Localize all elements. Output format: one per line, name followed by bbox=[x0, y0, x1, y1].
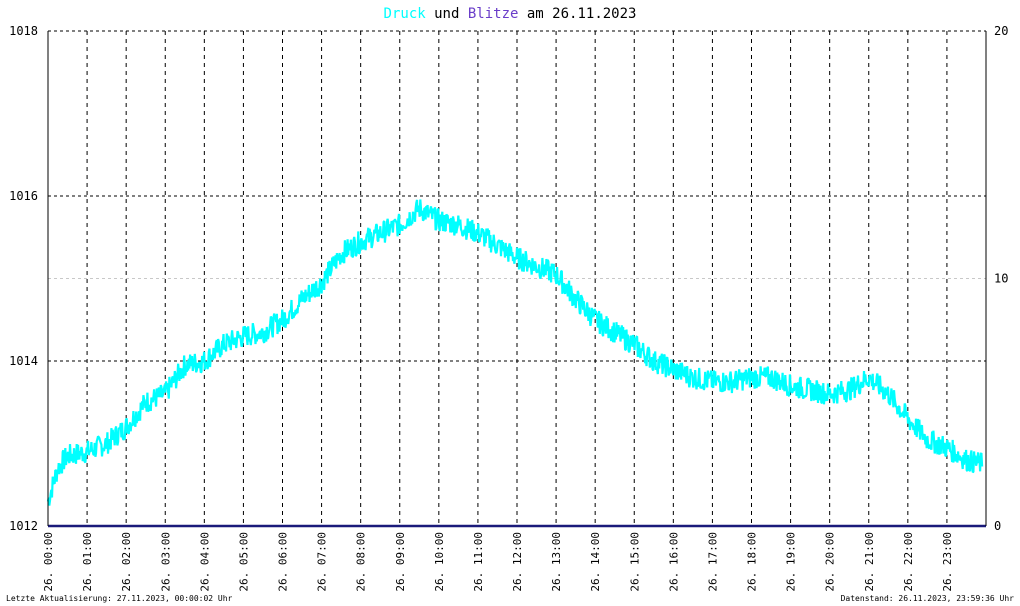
y-left-tick-label: 1012 bbox=[9, 519, 38, 533]
x-tick-label: 26. 10:00 bbox=[433, 532, 446, 592]
x-tick-label: 26. 14:00 bbox=[589, 532, 602, 592]
x-tick-label: 26. 08:00 bbox=[355, 532, 368, 592]
x-tick-label: 26. 00:00 bbox=[42, 532, 55, 592]
x-tick-label: 26. 01:00 bbox=[81, 532, 94, 592]
y-left-tick-label: 1018 bbox=[9, 24, 38, 38]
series-druck-line bbox=[46, 199, 984, 506]
x-tick-label: 26. 21:00 bbox=[863, 532, 876, 592]
y-left-tick-label: 1016 bbox=[9, 189, 38, 203]
x-tick-label: 26. 12:00 bbox=[511, 532, 524, 592]
x-tick-label: 26. 15:00 bbox=[628, 532, 641, 592]
x-tick-label: 26. 04:00 bbox=[198, 532, 211, 592]
tick-labels: 1012 1014 1016 1018 0 10 20 26. 00:00 26. 01:00 2… bbox=[9, 24, 1008, 592]
x-tick-label: 26. 11:00 bbox=[472, 532, 485, 592]
title-series-druck: Druck bbox=[384, 6, 427, 22]
y-right-tick-label: 10 bbox=[994, 272, 1008, 286]
footer-last-update: Letzte Aktualisierung: 27.11.2023, 00:00… bbox=[6, 594, 233, 603]
series-layer bbox=[46, 199, 986, 528]
x-tick-label: 26. 16:00 bbox=[667, 532, 680, 592]
title-series-blitze: Blitze bbox=[468, 6, 519, 22]
x-tick-label: 26. 20:00 bbox=[824, 532, 837, 592]
y-left-tick-label: 1014 bbox=[9, 354, 38, 368]
x-tick-label: 26. 07:00 bbox=[316, 532, 329, 592]
title-connector-und: und bbox=[434, 6, 459, 22]
x-tick-label: 26. 17:00 bbox=[706, 532, 719, 592]
axes bbox=[47, 31, 987, 526]
y-right-tick-label: 0 bbox=[994, 519, 1001, 533]
title-date: 26.11.2023 bbox=[552, 6, 636, 22]
x-tick-label: 26. 23:00 bbox=[941, 532, 954, 592]
x-tick-label: 26. 19:00 bbox=[785, 532, 798, 592]
grid-lines bbox=[48, 30, 986, 526]
x-tick-label: 26. 22:00 bbox=[902, 532, 915, 592]
x-tick-label: 26. 05:00 bbox=[237, 532, 250, 592]
x-tick-label: 26. 06:00 bbox=[277, 532, 290, 592]
y-right-tick-label: 20 bbox=[994, 24, 1008, 38]
chart-title: Druck und Blitze am 26.11.2023 bbox=[384, 6, 637, 22]
x-tick-label: 26. 13:00 bbox=[550, 532, 563, 592]
x-tick-label: 26. 02:00 bbox=[120, 532, 133, 592]
title-connector-am: am bbox=[527, 6, 544, 22]
x-tick-label: 26. 03:00 bbox=[159, 532, 172, 592]
x-tick-label: 26. 09:00 bbox=[394, 532, 407, 592]
x-tick-label: 26. 18:00 bbox=[746, 532, 759, 592]
footer-data-status: Datenstand: 26.11.2023, 23:59:36 Uhr bbox=[841, 594, 1015, 603]
